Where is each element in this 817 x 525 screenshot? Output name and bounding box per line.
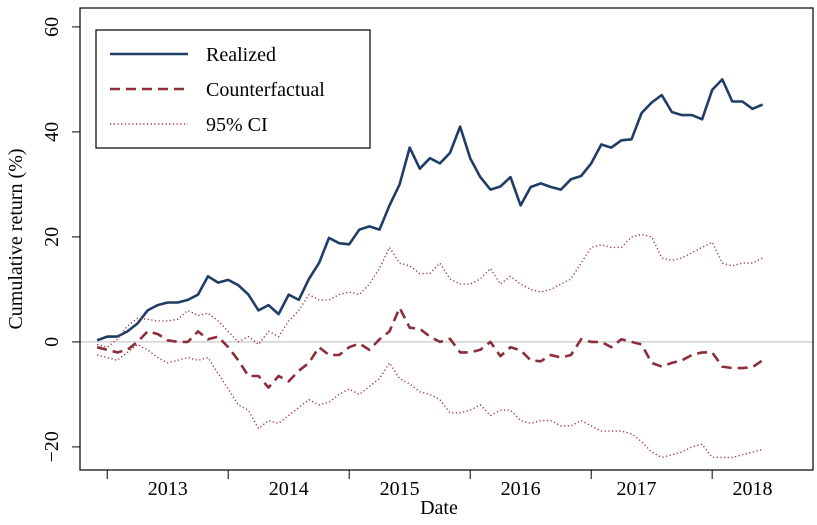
y-tick-label: 0 <box>41 337 63 347</box>
series-line <box>96 78 764 342</box>
x-tick-label: 2015 <box>380 478 420 500</box>
plot-frame <box>79 7 814 471</box>
x-tick-label: 2016 <box>501 478 541 500</box>
legend-label: Counterfactual <box>206 79 325 101</box>
legend-label: Realized <box>206 44 276 66</box>
y-tick-label: 20 <box>41 227 63 247</box>
x-tick-label: 2014 <box>269 478 309 500</box>
y-tick-label: −20 <box>41 431 63 462</box>
y-axis-label: Cumulative return (%) <box>5 148 27 329</box>
series-line <box>96 233 763 348</box>
x-tick-label: 2013 <box>148 478 188 500</box>
y-tick-label: 60 <box>41 17 63 37</box>
x-axis-label: Date <box>420 497 458 519</box>
series-line <box>96 306 764 389</box>
legend-box <box>95 29 371 149</box>
x-tick-label: 2017 <box>617 478 657 500</box>
series-line <box>96 343 763 459</box>
x-tick-label: 2018 <box>733 478 773 500</box>
y-tick-label: 40 <box>41 122 63 142</box>
legend-label: 95% CI <box>206 114 268 136</box>
